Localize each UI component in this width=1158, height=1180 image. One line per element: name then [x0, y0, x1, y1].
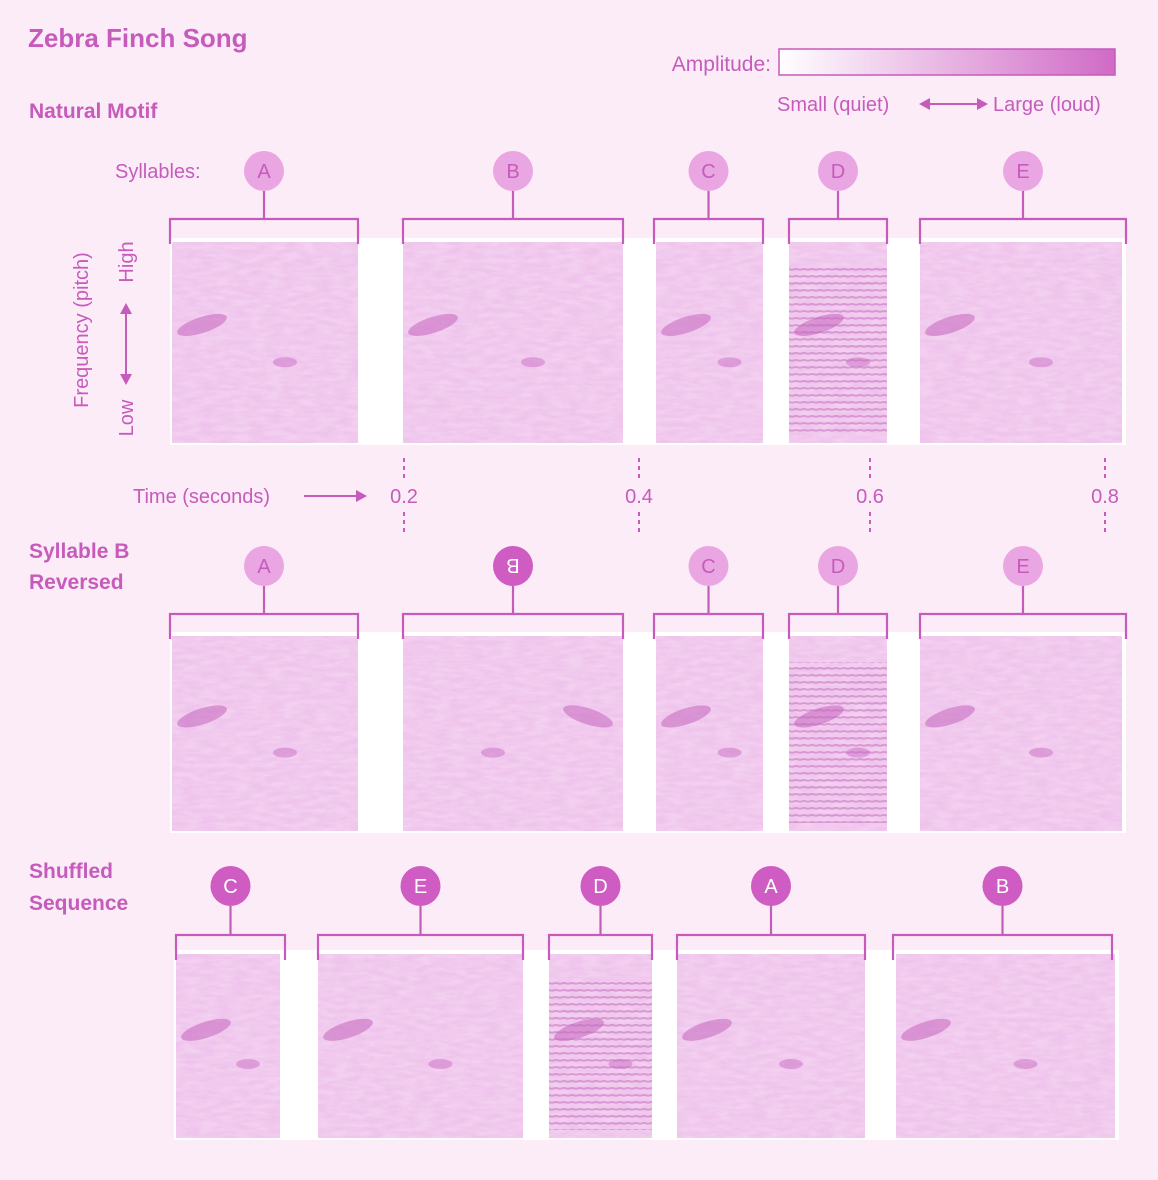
- syllable-letter: E: [1016, 161, 1029, 183]
- syllable-circle-C: C: [688, 151, 729, 191]
- syllable-letter: B: [506, 554, 519, 576]
- time-tick-label: 0.6: [856, 486, 884, 508]
- right-arrow-icon: [304, 490, 367, 502]
- figure-title: Zebra Finch Song: [28, 23, 248, 53]
- spectrogram-B: [403, 636, 623, 831]
- syllable-circle-D: D: [818, 546, 858, 586]
- time-tick-label: 0.4: [625, 486, 653, 508]
- syllable-letter: E: [1016, 556, 1029, 578]
- spectrogram-E: [318, 954, 523, 1138]
- syllable-circle-A: A: [244, 151, 284, 191]
- amplitude-legend: Amplitude: Small (quiet) Large (loud): [672, 48, 1116, 116]
- syllable-letter: A: [257, 161, 271, 183]
- panel-label-line: Sequence: [29, 892, 128, 915]
- panel-1: A B C D E: [168, 546, 1128, 833]
- syllable-letter: A: [764, 876, 778, 898]
- syllable-circle-E: E: [400, 866, 441, 906]
- syllable-letter: D: [593, 876, 607, 898]
- syllable-letter: C: [701, 161, 715, 183]
- legend-large-label: Large (loud): [993, 94, 1101, 116]
- panel-label-shuffled: Shuffled Sequence: [29, 860, 128, 915]
- panel-label-line: Reversed: [29, 571, 124, 594]
- syllable-circle-A: A: [244, 546, 284, 586]
- frequency-low-label: Low: [116, 399, 138, 436]
- syllable-circle-B: B: [493, 546, 533, 586]
- legend-label: Amplitude:: [672, 53, 771, 76]
- frequency-axis-label: Frequency (pitch): [71, 252, 93, 408]
- syllable-circle-B: B: [493, 151, 533, 191]
- syllables-label: Syllables:: [115, 161, 201, 183]
- spectrogram-D: [549, 954, 652, 1138]
- spectrogram-A: [677, 954, 865, 1138]
- syllable-circle-D: D: [818, 151, 858, 191]
- syllable-letter: E: [414, 876, 427, 898]
- syllable-circle-B: B: [982, 866, 1023, 906]
- syllable-circle-E: E: [1003, 151, 1043, 191]
- syllable-circle-C: C: [688, 546, 729, 586]
- spectrogram-D: [789, 242, 887, 443]
- syllable-circle-E: E: [1003, 546, 1043, 586]
- syllable-circle-C: C: [210, 866, 251, 906]
- syllable-letter: D: [831, 161, 845, 183]
- syllable-letter: C: [223, 876, 237, 898]
- time-tick-label: 0.8: [1091, 486, 1119, 508]
- spectrogram-B: [896, 954, 1115, 1138]
- syllable-circle-A: A: [751, 866, 791, 906]
- double-arrow-icon: [919, 98, 988, 110]
- syllable-letter: D: [831, 556, 845, 578]
- panel-0: A B C D E: [168, 151, 1128, 445]
- syllable-letter: B: [996, 876, 1009, 898]
- spectrogram-A: [172, 636, 358, 831]
- frequency-axis: Frequency (pitch) High Low: [71, 241, 138, 436]
- time-axis-label: Time (seconds): [133, 486, 270, 508]
- panel-label-reversed: Syllable B Reversed: [29, 540, 135, 594]
- spectrogram-A: [172, 242, 358, 443]
- panel-label-line: Syllable B: [29, 540, 129, 563]
- spectrogram-C: [656, 636, 763, 831]
- spectrogram-E: [920, 242, 1122, 443]
- spectrogram-C: [176, 954, 280, 1138]
- spectrogram-D: [789, 636, 887, 831]
- vertical-arrow-icon: [120, 303, 132, 385]
- panel-label-line: Natural Motif: [29, 100, 158, 123]
- spectrogram-B: [403, 242, 623, 443]
- time-tick-label: 0.2: [390, 486, 418, 508]
- syllable-letter: C: [701, 556, 715, 578]
- panel-label-natural: Natural Motif: [29, 100, 158, 123]
- amplitude-gradient-bar: [778, 48, 1116, 76]
- spectrogram-C: [656, 242, 763, 443]
- frequency-high-label: High: [116, 241, 138, 282]
- syllable-circle-D: D: [580, 866, 621, 906]
- syllable-letter: B: [506, 161, 519, 183]
- panel-label-line: Shuffled: [29, 860, 113, 883]
- syllable-letter: A: [257, 556, 271, 578]
- spectrogram-E: [920, 636, 1122, 831]
- time-axis: Time (seconds) 0.2 0.4 0.6 0.8: [133, 458, 1119, 535]
- legend-small-label: Small (quiet): [777, 94, 889, 116]
